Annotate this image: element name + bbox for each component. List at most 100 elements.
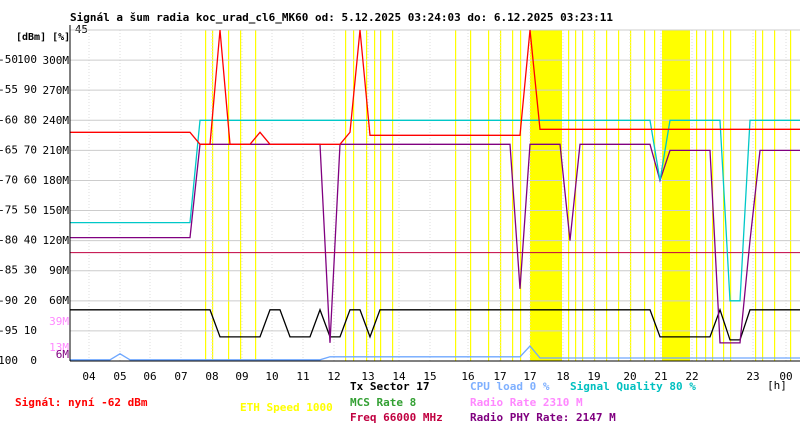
x-tick-label: 17	[493, 370, 506, 383]
eth-line	[594, 30, 596, 361]
legend-entry: ETH Speed 1000	[240, 401, 333, 414]
legend-entry: Freq 66000 MHz	[350, 411, 443, 424]
y2-tick-label: 30	[24, 264, 37, 277]
y3-tick-label: 300M	[43, 54, 70, 67]
y-tick-label: -70	[0, 173, 18, 186]
y2-tick-label: 90	[24, 83, 37, 96]
eth-line	[228, 30, 230, 361]
x-tick-label: 16	[461, 370, 474, 383]
eth-line	[512, 30, 514, 361]
eth-line	[696, 30, 698, 361]
x-tick-label: 23	[746, 370, 759, 383]
y-header: [dBm] [%]	[16, 32, 70, 43]
y3-tick-label: 60M	[49, 294, 69, 307]
eth-line	[374, 30, 376, 361]
y3-tick-label: 240M	[43, 114, 70, 127]
x-tick-label: 14	[392, 370, 406, 383]
eth-line	[762, 30, 764, 361]
y-tick-label: -50	[0, 53, 18, 66]
y3-tick-label: 90M	[49, 264, 69, 277]
y3-tick-label: 180M	[43, 174, 70, 187]
series-line	[70, 119, 800, 302]
x-tick-label: 20	[623, 370, 636, 383]
series-line	[70, 29, 800, 145]
eth-line	[500, 30, 502, 361]
y-tick-label: -100	[0, 354, 18, 367]
eth-line	[240, 30, 242, 361]
eth-line	[705, 30, 707, 361]
legend-entry: Tx Sector 17	[350, 380, 429, 393]
y2-tick-label: 100	[17, 53, 37, 66]
eth-line	[255, 30, 257, 361]
x-tick-label: 18	[556, 370, 569, 383]
eth-line	[790, 30, 792, 361]
eth-line	[630, 30, 632, 361]
eth-line	[774, 30, 776, 361]
y2-tick-label: 70	[24, 143, 37, 156]
rate-label: 13M	[49, 341, 69, 354]
x-tick-label: 00	[779, 370, 792, 383]
x-unit: [h]	[767, 379, 787, 392]
eth-line	[568, 30, 570, 361]
x-tick-label: 05	[113, 370, 126, 383]
y3-tick-label: 150M	[43, 204, 70, 217]
eth-line	[392, 30, 394, 361]
eth-line	[575, 30, 577, 361]
series-line	[70, 307, 800, 341]
y-tick-label: -85	[0, 264, 18, 277]
y-tick-label: -95	[0, 324, 18, 337]
y3-tick-label: 270M	[43, 84, 70, 97]
y3-tick-label: 120M	[43, 234, 70, 247]
y2-tick-label: 40	[24, 234, 37, 247]
rate-label: 6M	[56, 348, 70, 361]
y3-tick-label: 210M	[43, 144, 70, 157]
y2-tick-label: 10	[24, 324, 37, 337]
y-tick-label: -60	[0, 113, 18, 126]
eth-line	[380, 30, 382, 361]
x-tick-label: 04	[82, 370, 96, 383]
rate-label: 39M	[49, 315, 69, 328]
eth-line	[582, 30, 584, 361]
x-tick-label: 19	[587, 370, 600, 383]
eth-line	[618, 30, 620, 361]
y2-tick-label: 60	[24, 173, 37, 186]
eth-line	[644, 30, 646, 361]
legend-entry: Signal Quality 80 %	[570, 380, 696, 393]
series-line	[70, 143, 800, 344]
eth-line	[488, 30, 490, 361]
eth-line	[205, 30, 207, 361]
eth-line	[366, 30, 368, 361]
x-tick-label: 08	[205, 370, 218, 383]
y-tick-label: -65	[0, 143, 18, 156]
legend-entry: Radio PHY Rate: 2147 M	[470, 411, 616, 424]
eth-line	[470, 30, 472, 361]
eth-line	[730, 30, 732, 361]
y2-tick-label: 20	[24, 294, 37, 307]
legend-entry: MCS Rate 8	[350, 396, 416, 409]
legend-entry: Signál: nyní -62 dBm	[15, 396, 148, 409]
x-tick-label: 21	[654, 370, 667, 383]
x-tick-label: 06	[143, 370, 156, 383]
eth-band	[662, 30, 690, 361]
eth-line	[606, 30, 608, 361]
x-tick-label: 13	[361, 370, 374, 383]
y-tick-label: -80	[0, 234, 18, 247]
eth-line	[654, 30, 656, 361]
legend-entry: Radio Rate 2310 M	[470, 396, 583, 409]
y-tick-label: -75	[0, 204, 18, 217]
eth-line	[345, 30, 347, 361]
legend-entry: CPU load 0 %	[470, 380, 550, 393]
y-tick-label: -90	[0, 294, 18, 307]
y2-tick-label: 50	[24, 204, 37, 217]
eth-line	[212, 30, 214, 361]
x-tick-label: 07	[174, 370, 187, 383]
y2-tick-label: 80	[24, 113, 37, 126]
x-tick-label: 12	[327, 370, 340, 383]
x-tick-label: 10	[265, 370, 278, 383]
y2-tick-label: 0	[30, 354, 37, 367]
eth-line	[455, 30, 457, 361]
eth-line	[520, 30, 522, 361]
x-tick-label: 11	[296, 370, 309, 383]
y-tick-label: -55	[0, 83, 18, 96]
